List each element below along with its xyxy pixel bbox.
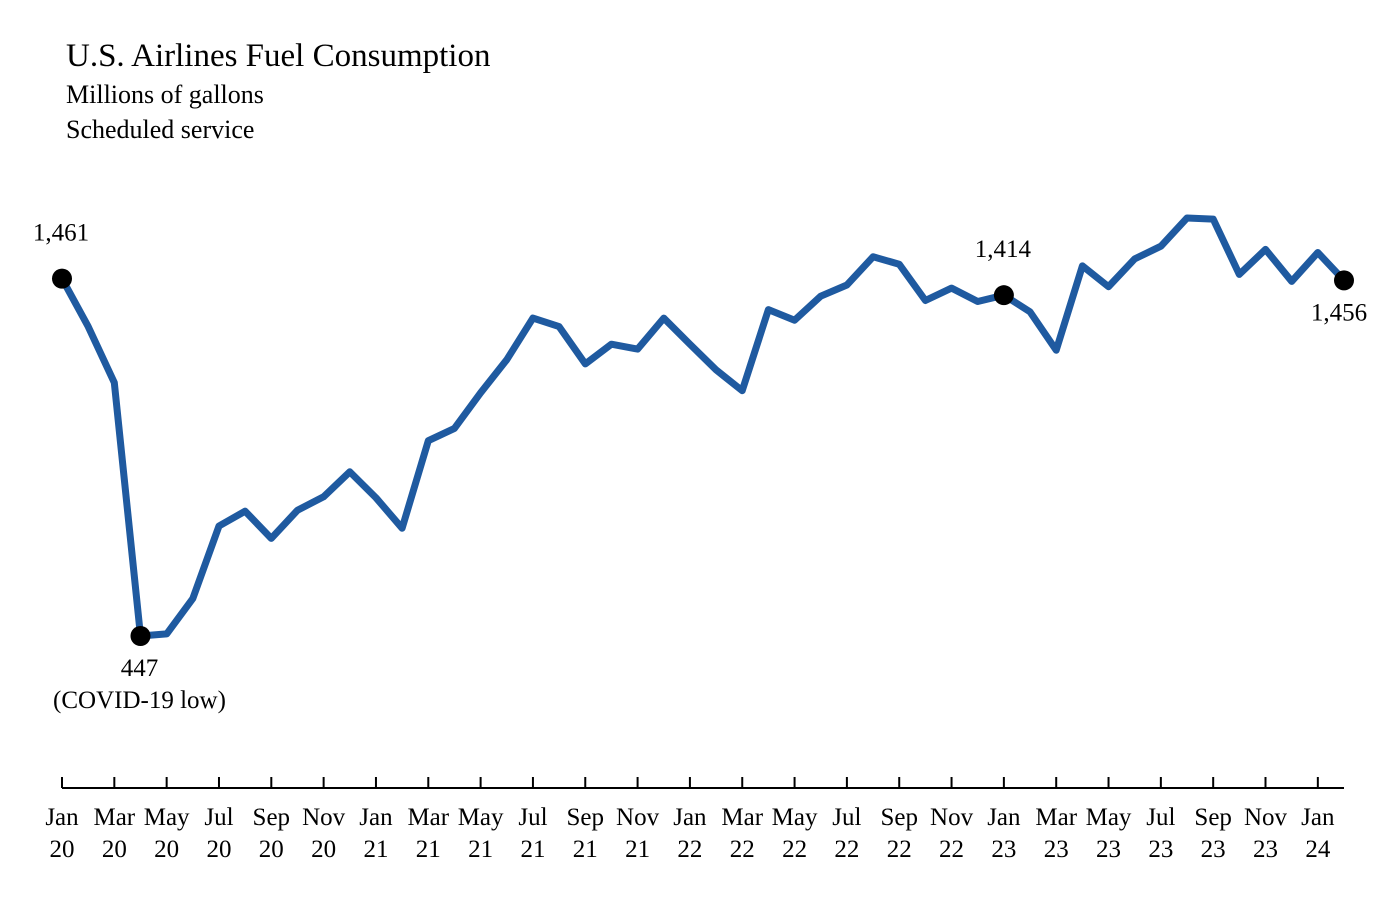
x-tick-label: Jan 23 xyxy=(987,804,1021,863)
x-tick-label: Sep 23 xyxy=(1194,804,1232,863)
value-label: 1,414 xyxy=(975,236,1032,263)
chart-title: U.S. Airlines Fuel Consumption xyxy=(66,38,491,74)
x-tick-label: May 22 xyxy=(771,804,818,863)
chart-subtitle: Scheduled service xyxy=(66,115,255,144)
x-tick-label: Nov 23 xyxy=(1243,804,1288,863)
annotation: (COVID-19 low) xyxy=(53,687,226,714)
x-tick-label: Sep 22 xyxy=(880,804,918,863)
x-tick-label: May 21 xyxy=(457,804,504,863)
x-tick-label: Nov 20 xyxy=(302,804,346,863)
highlight-point xyxy=(52,268,72,289)
x-tick-label: Mar 21 xyxy=(407,804,450,863)
highlight-point xyxy=(130,626,151,646)
x-tick-label: Sep 21 xyxy=(566,804,605,863)
data-line xyxy=(58,214,1348,640)
highlight-point xyxy=(1334,270,1354,291)
x-tick-label: Jul 21 xyxy=(518,804,548,863)
x-tick-label: Mar 22 xyxy=(721,804,764,863)
value-label: 1,461 xyxy=(33,220,89,247)
x-tick-label: May 20 xyxy=(143,804,190,863)
x-tick-label: May 23 xyxy=(1085,804,1132,863)
x-tick-label: Sep 20 xyxy=(252,804,291,863)
x-tick-label: Jan 24 xyxy=(1301,804,1335,863)
x-tick-label: Nov 21 xyxy=(616,804,660,863)
x-tick-label: Jan 21 xyxy=(359,804,393,863)
chart-subtitle: Millions of gallons xyxy=(66,80,264,109)
x-tick-label: Jul 22 xyxy=(832,804,862,863)
value-label: 1,456 xyxy=(1311,299,1367,326)
x-tick-label: Jul 20 xyxy=(204,804,234,863)
x-tick-label: Jan 22 xyxy=(673,804,707,863)
x-tick-label: Jan 20 xyxy=(45,804,79,863)
x-tick-label: Mar 20 xyxy=(93,804,136,863)
x-tick-label: Jul 23 xyxy=(1146,804,1176,863)
highlight-point xyxy=(993,285,1014,306)
value-label: 447 xyxy=(121,655,159,682)
x-tick-label: Mar 23 xyxy=(1035,804,1078,863)
x-tick-label: Nov 22 xyxy=(930,804,974,863)
